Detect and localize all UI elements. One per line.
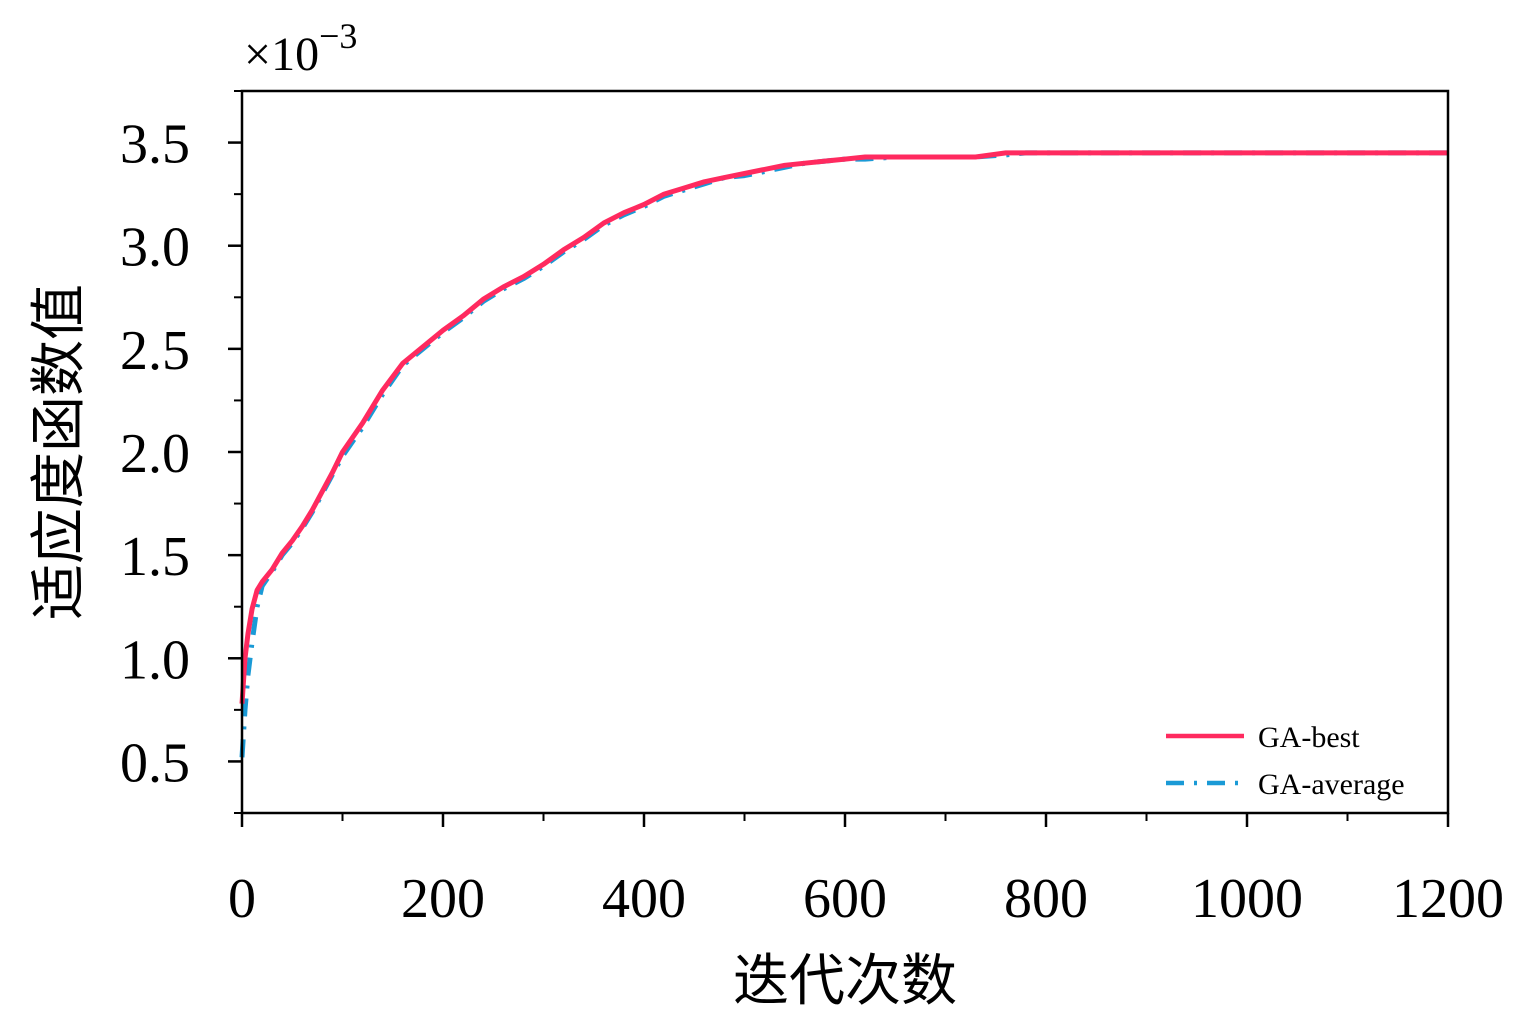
y-tick-label: 3.5 <box>120 114 190 176</box>
x-tick-label: 200 <box>401 868 485 930</box>
y-multiplier-exponent: −3 <box>319 16 357 56</box>
y-tick-label: 0.5 <box>120 732 190 794</box>
y-multiplier-base: ×10 <box>244 28 319 81</box>
series-line-ga-best <box>239 150 1448 704</box>
y-tick-label: 3.0 <box>120 217 190 279</box>
x-tick-label: 0 <box>228 868 256 930</box>
ticks-layer: 0 200 400 600 800 1000 1200 0.5 1.0 1.5 2.0 2.5 3.0 3… <box>120 90 1504 930</box>
x-tick-label: 600 <box>803 868 887 930</box>
series-layer <box>239 150 1448 758</box>
y-tick-label: 2.0 <box>120 423 190 485</box>
legend: GA-best GA-average <box>1166 721 1405 801</box>
x-tick-label: 1200 <box>1392 868 1504 930</box>
y-axis-title: 适应度函数值 <box>27 284 92 620</box>
legend-label-ga-best: GA-best <box>1258 721 1360 754</box>
y-tick-label: 1.0 <box>120 629 190 691</box>
x-axis-title: 迭代次数 <box>733 949 957 1014</box>
y-tick-label: 2.5 <box>120 320 190 382</box>
y-axis-multiplier: ×10−3 <box>244 16 357 81</box>
legend-label-ga-average: GA-average <box>1258 768 1405 801</box>
x-tick-label: 400 <box>602 868 686 930</box>
series-line-ga-average <box>239 150 1448 758</box>
x-tick-label: 800 <box>1004 868 1088 930</box>
y-tick-label: 1.5 <box>120 526 190 588</box>
plot-frame <box>240 89 1450 815</box>
x-tick-label: 1000 <box>1191 868 1303 930</box>
